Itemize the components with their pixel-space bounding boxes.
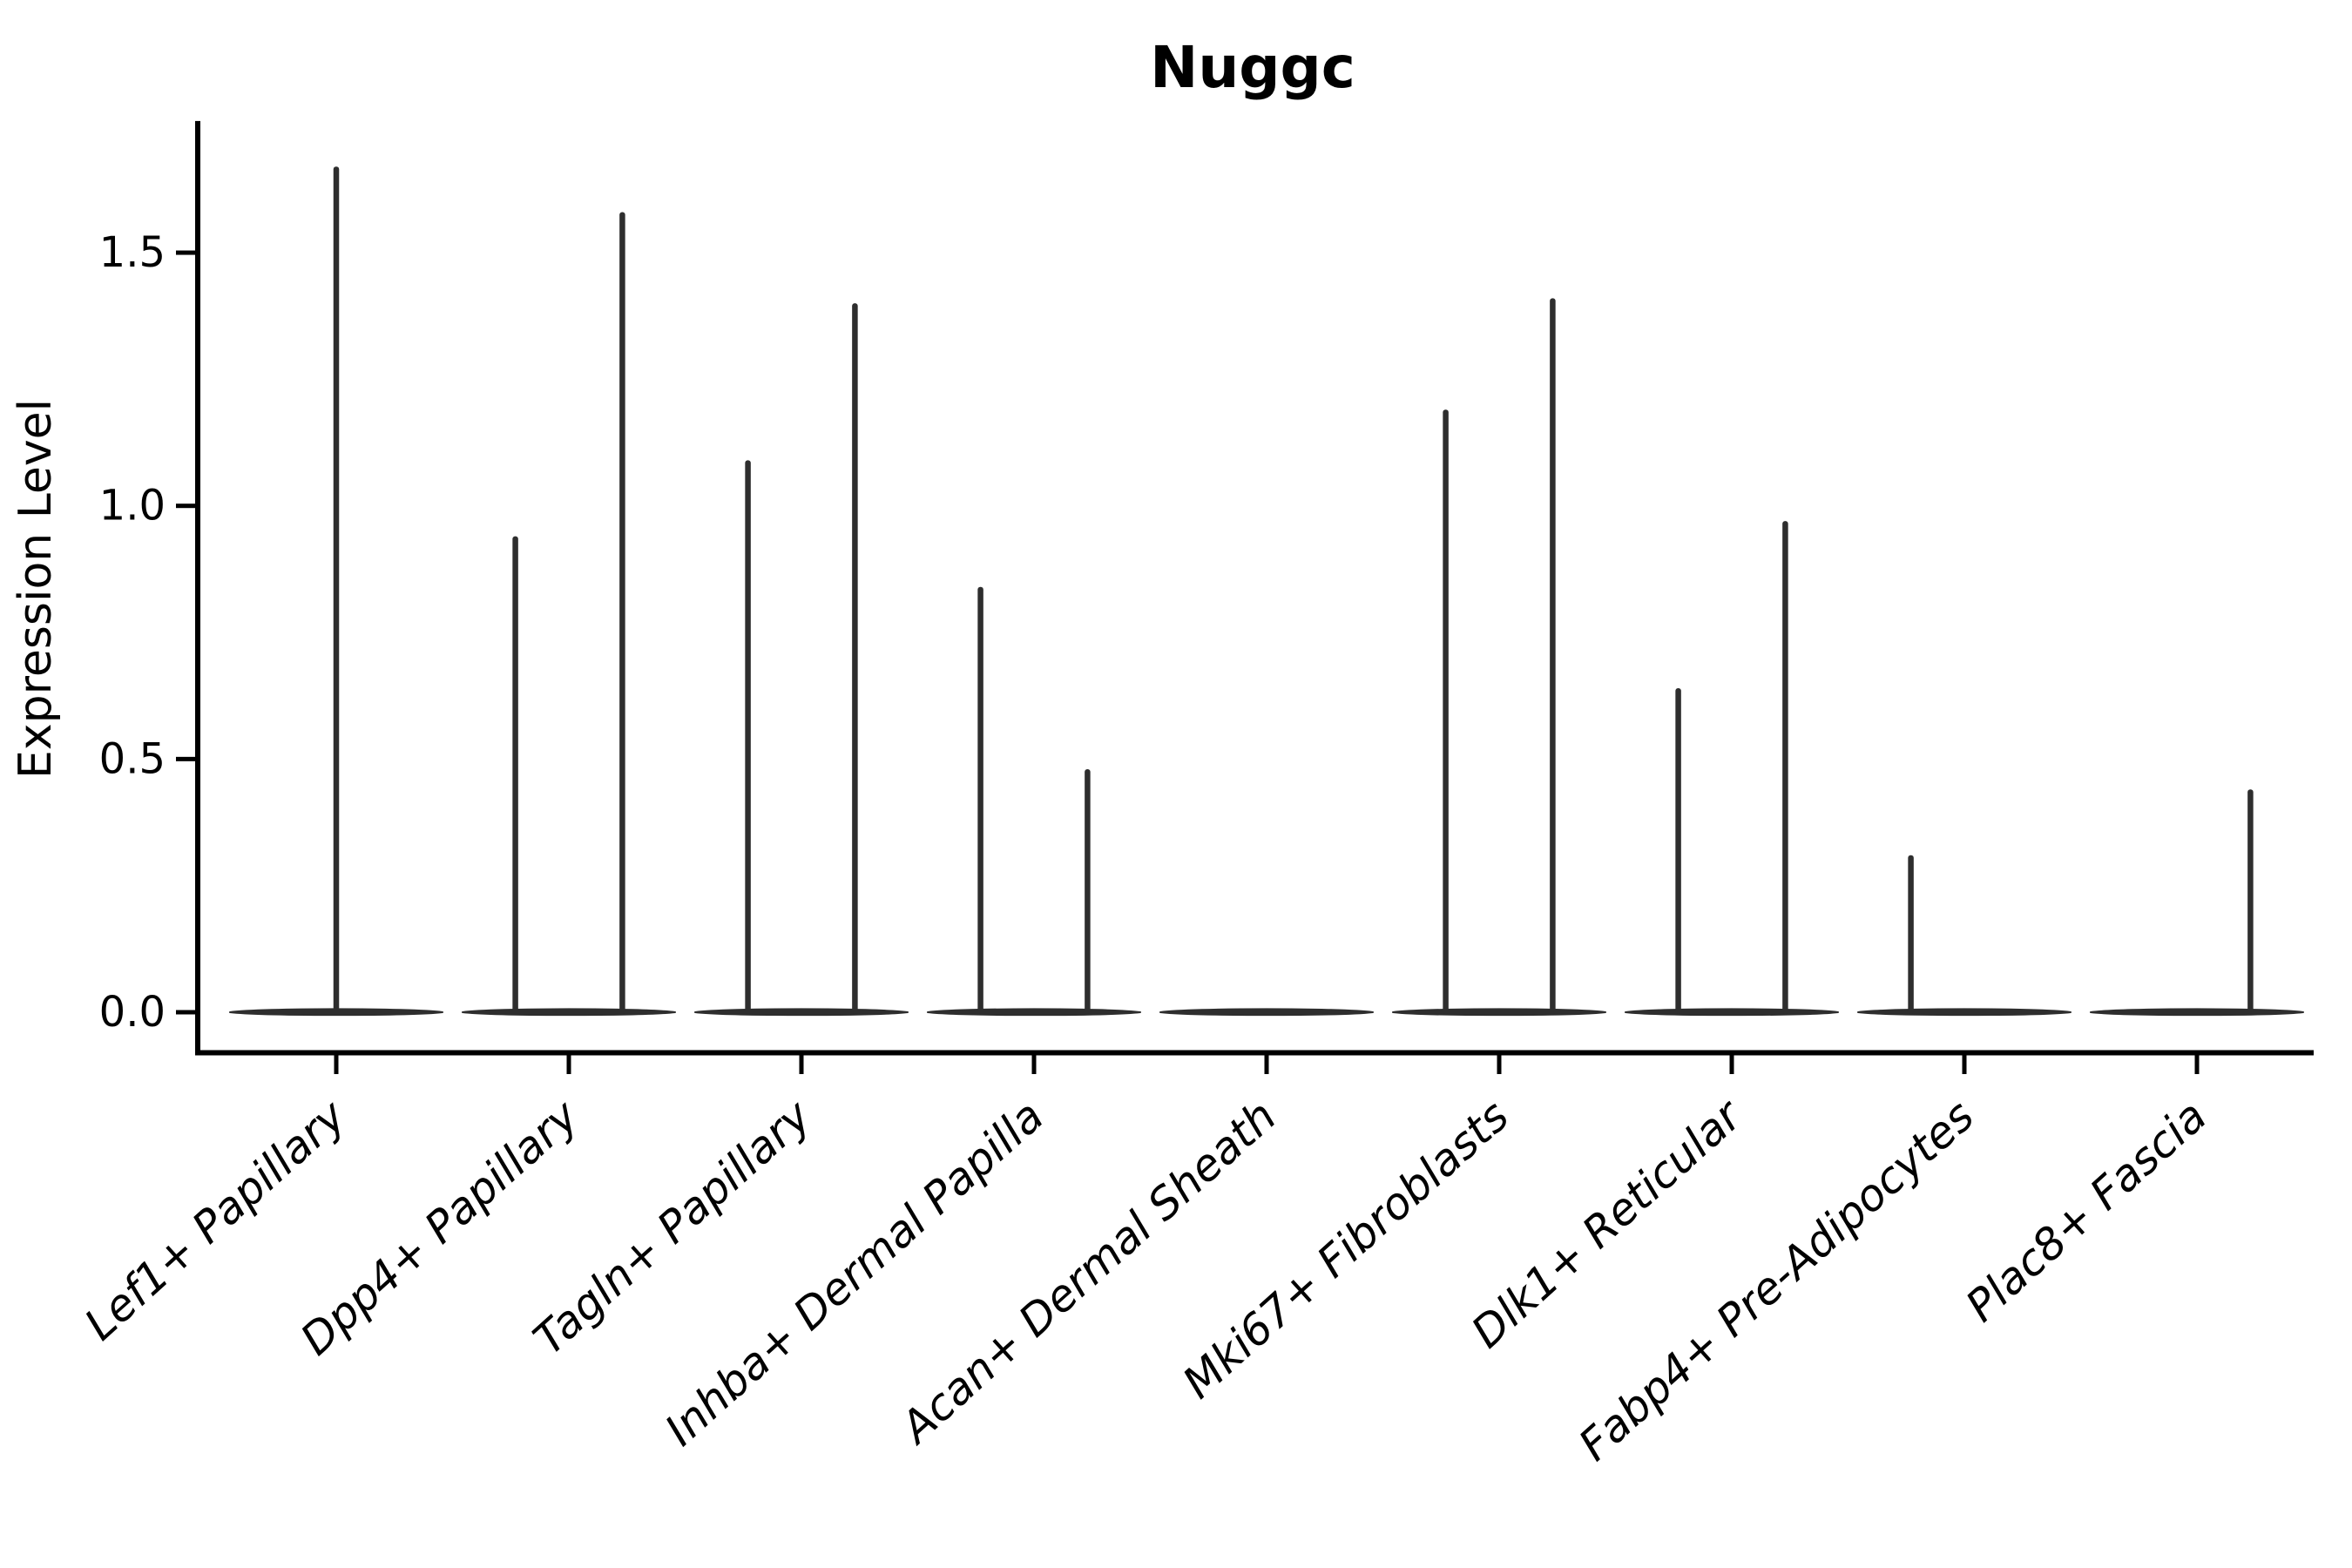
y-tick [176, 1010, 195, 1015]
violin-spike [333, 166, 340, 1014]
y-tick-label: 0.5 [99, 734, 166, 783]
violin-base [1159, 1008, 1374, 1017]
violin-base [2090, 1008, 2304, 1017]
y-tick [176, 504, 195, 509]
x-tick [1031, 1055, 1037, 1074]
violin-spike [977, 586, 983, 1014]
violin-base [1625, 1008, 1839, 1017]
violin-4 [927, 586, 1141, 1017]
violin-spike [1675, 687, 1681, 1014]
violin-base [694, 1008, 909, 1017]
violins [229, 166, 2304, 1017]
violin-6 [1392, 298, 1606, 1017]
x-tick-label: Acan+ Dermal Sheath [889, 1091, 1286, 1455]
violin-spike [852, 303, 858, 1014]
x-axis-spine [195, 1050, 2314, 1056]
violin-9 [2090, 789, 2304, 1017]
violin-spike [1443, 409, 1449, 1014]
violin-3 [694, 303, 909, 1017]
violin-base [1857, 1008, 2072, 1017]
x-tick-label: Plac8+ Fascia [1957, 1091, 2216, 1332]
x-tick [2194, 1055, 2200, 1074]
y-tick-label: 1.0 [99, 482, 166, 531]
violin-7 [1625, 521, 1839, 1017]
x-tick-label: Inhba+ Dermal Papilla [656, 1091, 1054, 1456]
y-tick [176, 756, 195, 761]
violin-2 [462, 212, 676, 1017]
y-tick-label: 1.5 [99, 228, 166, 277]
violin-5 [1159, 1008, 1374, 1017]
y-axis-spine [195, 120, 200, 1053]
violin-spike [512, 536, 518, 1014]
y-axis-label: Expression Level [10, 399, 62, 779]
violin-spike [1550, 298, 1556, 1014]
chart-title: Nuggc [1150, 34, 1355, 101]
violin-spike [619, 212, 625, 1014]
x-tick-label: Fabp4+ Pre-Adipocytes [1570, 1091, 1984, 1470]
violin-spike [1782, 521, 1788, 1014]
x-tick [1264, 1055, 1269, 1074]
violin-1 [229, 166, 443, 1017]
violin-8 [1857, 855, 2072, 1017]
x-tick [334, 1055, 339, 1074]
violin-spike [1085, 768, 1091, 1014]
violin-base [1392, 1008, 1606, 1017]
violin-spike [2247, 789, 2254, 1014]
violin-base [462, 1008, 676, 1017]
x-tick [1962, 1055, 1967, 1074]
violin-spike [745, 460, 751, 1014]
x-tick [1729, 1055, 1734, 1074]
x-tick [1497, 1055, 1502, 1074]
y-tick-label: 0.0 [99, 988, 166, 1037]
x-tick [799, 1055, 804, 1074]
violin-base [927, 1008, 1141, 1017]
y-tick [176, 250, 195, 255]
x-tick [566, 1055, 571, 1074]
violin-spike [1908, 855, 1914, 1014]
